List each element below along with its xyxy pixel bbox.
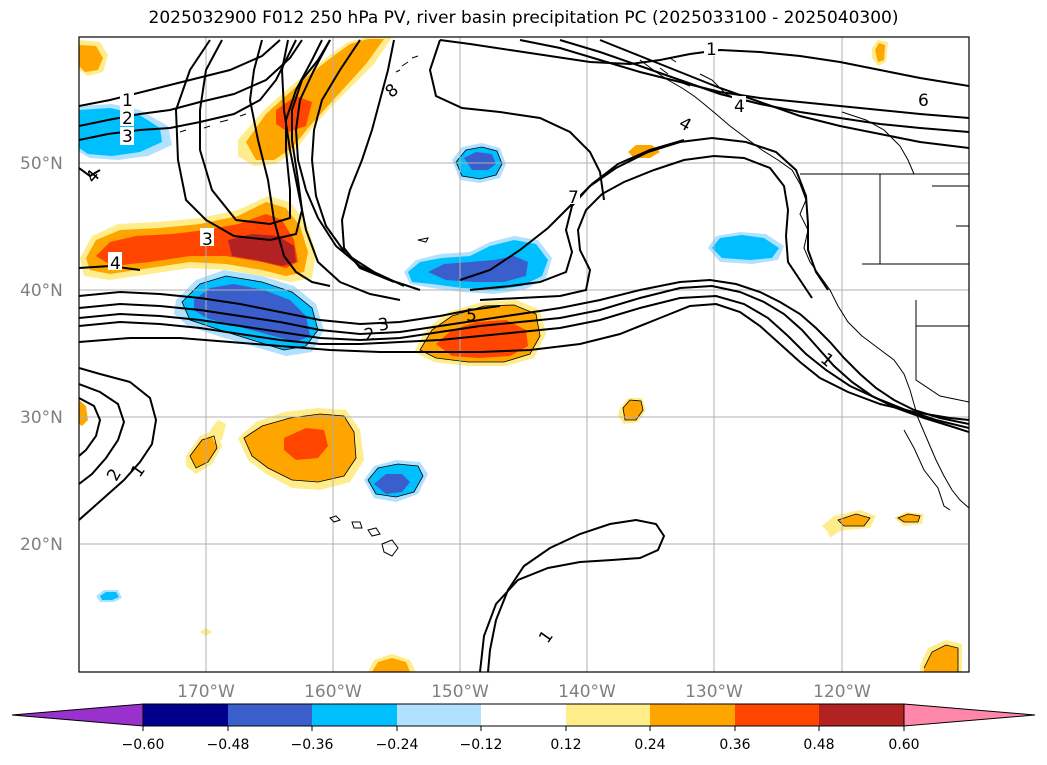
colorbar-swatch	[397, 704, 481, 726]
contour-label: 5	[466, 306, 477, 326]
colorbar-tick-label: −0.36	[291, 737, 334, 753]
colorbar-swatch	[312, 704, 397, 726]
lon-label: 140°W	[558, 682, 616, 702]
colorbar-tick-label: 0.60	[888, 737, 919, 753]
lon-label: 130°W	[685, 682, 743, 702]
contour-label: 3	[122, 127, 133, 147]
lat-label: 40°N	[20, 281, 63, 301]
lat-label: 20°N	[20, 535, 63, 555]
contour-label: 7	[568, 188, 579, 208]
map-title: 2025032900 F012 250 hPa PV, river basin …	[148, 8, 899, 28]
colorbar-swatch	[481, 704, 566, 726]
colorbar-tick-label: 0.24	[634, 737, 665, 753]
colorbar-extend-max	[903, 703, 1036, 727]
colorbar-tick-label: −0.60	[122, 737, 165, 753]
contour-label: 4	[110, 254, 121, 274]
colorbar-extend-min	[11, 703, 144, 727]
colorbar-swatch	[566, 704, 650, 726]
colorbar-swatch	[735, 704, 819, 726]
pv-contours	[79, 39, 969, 672]
colorbar-tick-label: 0.12	[550, 737, 581, 753]
contour-label: 4	[734, 97, 745, 117]
lon-label: 160°W	[304, 682, 362, 702]
contour-label: 2	[122, 109, 133, 129]
map-frame	[78, 36, 970, 673]
lat-label: 30°N	[20, 408, 63, 428]
colorbar-tick-label: −0.24	[376, 737, 419, 753]
lon-label: 120°W	[813, 682, 871, 702]
colorbar-tick-label: −0.12	[460, 737, 503, 753]
contour-label: 1	[706, 40, 717, 60]
contour-label: 2	[363, 324, 377, 346]
contour-label: 6	[918, 91, 929, 111]
colorbar-tick-label: 0.36	[719, 737, 750, 753]
colorbar-tick-label: 0.48	[803, 737, 834, 753]
precip-shading	[79, 37, 962, 672]
contour-label: 1	[122, 91, 133, 111]
colorbar-tick-label: −0.48	[207, 737, 250, 753]
lon-label: 150°W	[431, 682, 489, 702]
colorbar: −0.60 −0.48 −0.36 −0.24 −0.12 0.12 0.24 …	[11, 703, 1036, 753]
contour-label: 3	[202, 230, 213, 250]
lon-labels: 170°W 160°W 150°W 140°W 130°W 120°W	[177, 682, 871, 702]
contour-label: 3	[377, 314, 391, 336]
colorbar-swatch	[143, 704, 228, 726]
lon-label: 170°W	[177, 682, 235, 702]
colorbar-swatch	[819, 704, 904, 726]
coastlines	[639, 59, 969, 511]
colorbar-swatch	[650, 704, 735, 726]
lat-labels: 50°N 40°N 30°N 20°N	[20, 154, 63, 555]
colorbar-swatch	[228, 704, 312, 726]
lat-label: 50°N	[20, 154, 63, 174]
